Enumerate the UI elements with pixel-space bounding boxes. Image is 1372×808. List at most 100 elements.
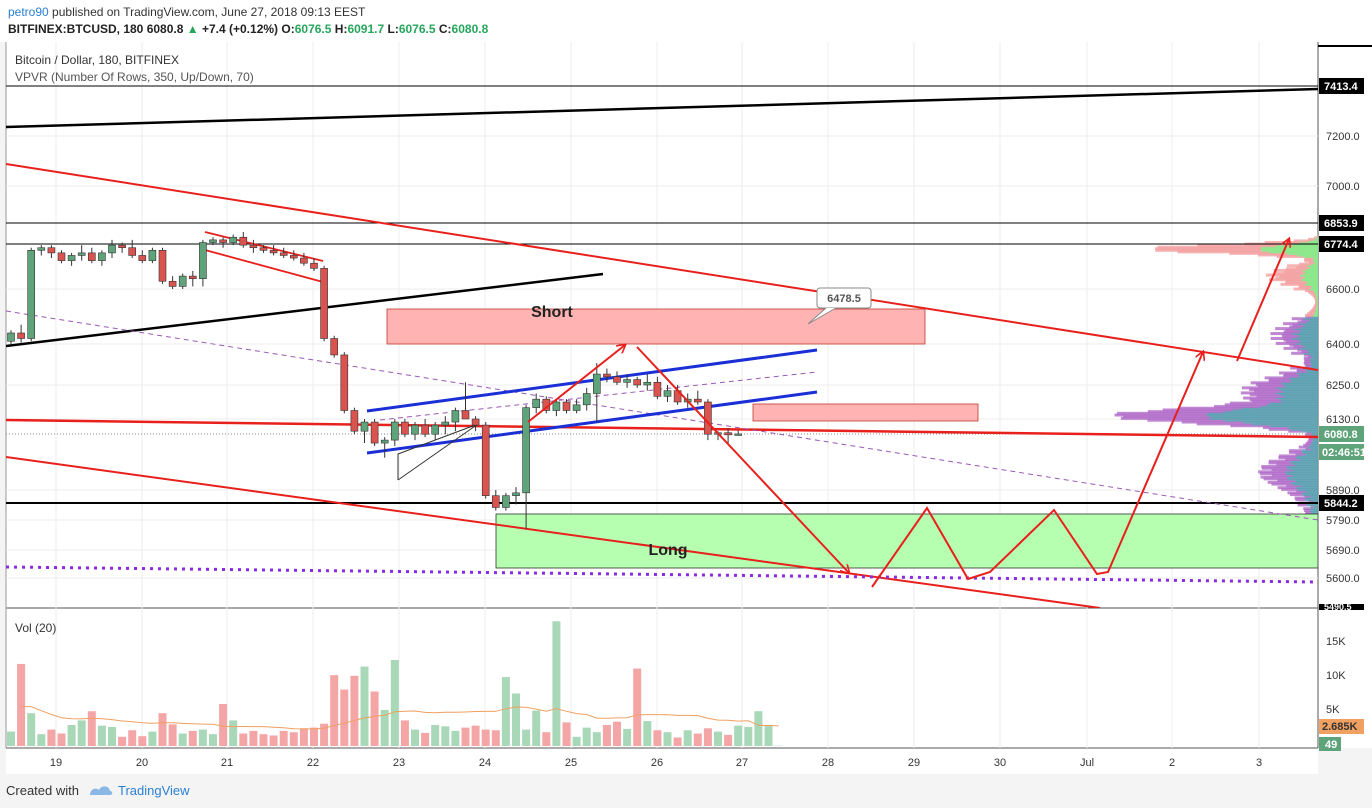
blue-channel-upper[interactable] (366, 348, 818, 413)
candle-body[interactable] (491, 495, 500, 508)
candle-body[interactable] (168, 280, 177, 287)
volume-bar[interactable] (178, 733, 187, 746)
volume-bar[interactable] (128, 730, 137, 746)
candle-body[interactable] (572, 404, 581, 411)
candle-body[interactable] (481, 424, 490, 496)
candle-body[interactable] (108, 244, 116, 254)
volume-bar[interactable] (279, 730, 288, 746)
candle-body[interactable] (158, 249, 167, 282)
chart-canvas[interactable]: 6478.5 Short Long Bitcoin / Dollar, 180,… (0, 42, 1372, 774)
volume-bar[interactable] (67, 724, 76, 746)
volume-bar[interactable] (380, 709, 389, 746)
candle-body[interactable] (350, 410, 359, 432)
candle-body[interactable] (88, 252, 96, 261)
candle-body[interactable] (330, 338, 339, 356)
small-short-zone[interactable] (752, 403, 979, 422)
volume-bar[interactable] (7, 731, 15, 746)
candle-body[interactable] (623, 379, 631, 383)
candle-body[interactable] (279, 252, 288, 256)
volume-bar[interactable] (209, 734, 217, 746)
volume-bar[interactable] (613, 721, 621, 746)
volume-bar[interactable] (87, 711, 96, 746)
candle-body[interactable] (300, 257, 308, 264)
candle-body[interactable] (643, 381, 652, 386)
wedge-bottom[interactable] (204, 249, 324, 283)
candle-body[interactable] (431, 424, 440, 435)
candle-body[interactable] (562, 401, 571, 411)
candle-body[interactable] (582, 393, 591, 406)
volume-bar[interactable] (693, 733, 702, 746)
volume-bar[interactable] (340, 689, 349, 746)
candle-body[interactable] (552, 401, 561, 411)
volume-bar[interactable] (289, 732, 298, 746)
volume-bar[interactable] (512, 693, 520, 746)
volume-bar[interactable] (542, 732, 551, 746)
volume-bar[interactable] (229, 720, 238, 746)
volume-bar[interactable] (158, 713, 167, 746)
publisher-link[interactable]: petro90 (8, 5, 49, 19)
candle-body[interactable] (633, 379, 642, 386)
projection-arrow-top[interactable] (1236, 239, 1289, 362)
candle-body[interactable] (340, 354, 349, 411)
volume-bar[interactable] (481, 729, 490, 746)
candle-body[interactable] (178, 275, 187, 287)
volume-bar[interactable] (703, 728, 712, 746)
volume-bar[interactable] (754, 711, 763, 746)
volume-bar[interactable] (17, 663, 26, 746)
candle-body[interactable] (189, 275, 197, 279)
volume-bar[interactable] (451, 730, 460, 746)
volume-bar[interactable] (663, 732, 672, 746)
candle-body[interactable] (693, 398, 702, 403)
candle-body[interactable] (471, 418, 480, 426)
candle-body[interactable] (128, 247, 136, 256)
candle-body[interactable] (57, 252, 66, 261)
long-zone[interactable] (495, 513, 1318, 569)
candle-body[interactable] (390, 421, 399, 441)
candle-body[interactable] (229, 236, 237, 243)
volume-bar[interactable] (310, 727, 318, 746)
volume-bar[interactable] (653, 730, 662, 746)
short-zone[interactable] (386, 308, 926, 345)
volume-bar[interactable] (724, 734, 733, 746)
volume-bar[interactable] (249, 730, 258, 746)
volume-bar[interactable] (168, 724, 177, 746)
candle-body[interactable] (532, 398, 541, 408)
volume-bar[interactable] (188, 730, 197, 746)
volume-bar[interactable] (431, 724, 440, 746)
volume-bar[interactable] (623, 728, 632, 746)
candle-body[interactable] (118, 244, 126, 249)
candle-body[interactable] (704, 401, 712, 435)
candle-body[interactable] (653, 381, 662, 397)
time-axis[interactable] (6, 748, 1318, 774)
candle-body[interactable] (320, 268, 328, 339)
triangle-drawing[interactable] (397, 423, 479, 481)
candle-body[interactable] (77, 252, 86, 256)
volume-bar[interactable] (259, 734, 268, 746)
candle-body[interactable] (663, 390, 672, 397)
candle-body[interactable] (289, 255, 298, 259)
volume-bar[interactable] (239, 733, 248, 746)
candle-body[interactable] (239, 236, 248, 246)
candlestick-series[interactable] (7, 231, 743, 529)
volume-bars[interactable] (7, 621, 783, 746)
candle-body[interactable] (370, 421, 379, 444)
candle-body[interactable] (360, 421, 369, 432)
volume-bar[interactable] (37, 734, 46, 746)
candle-body[interactable] (310, 262, 318, 269)
volume-bar[interactable] (108, 726, 116, 746)
volume-bar[interactable] (97, 725, 106, 746)
candle-body[interactable] (401, 421, 409, 435)
candle-body[interactable] (603, 373, 611, 378)
volume-bar[interactable] (572, 736, 581, 746)
volume-bar[interactable] (532, 710, 541, 746)
candle-body[interactable] (27, 249, 36, 339)
candle-body[interactable] (7, 332, 15, 342)
tradingview-link[interactable]: TradingView (118, 783, 190, 798)
candle-body[interactable] (209, 239, 217, 243)
volume-bar[interactable] (764, 724, 773, 746)
volume-bar[interactable] (330, 675, 339, 746)
volume-bar[interactable] (360, 666, 369, 746)
volume-bar[interactable] (501, 677, 510, 746)
volume-bar[interactable] (47, 729, 56, 746)
volume-bar[interactable] (350, 675, 359, 746)
